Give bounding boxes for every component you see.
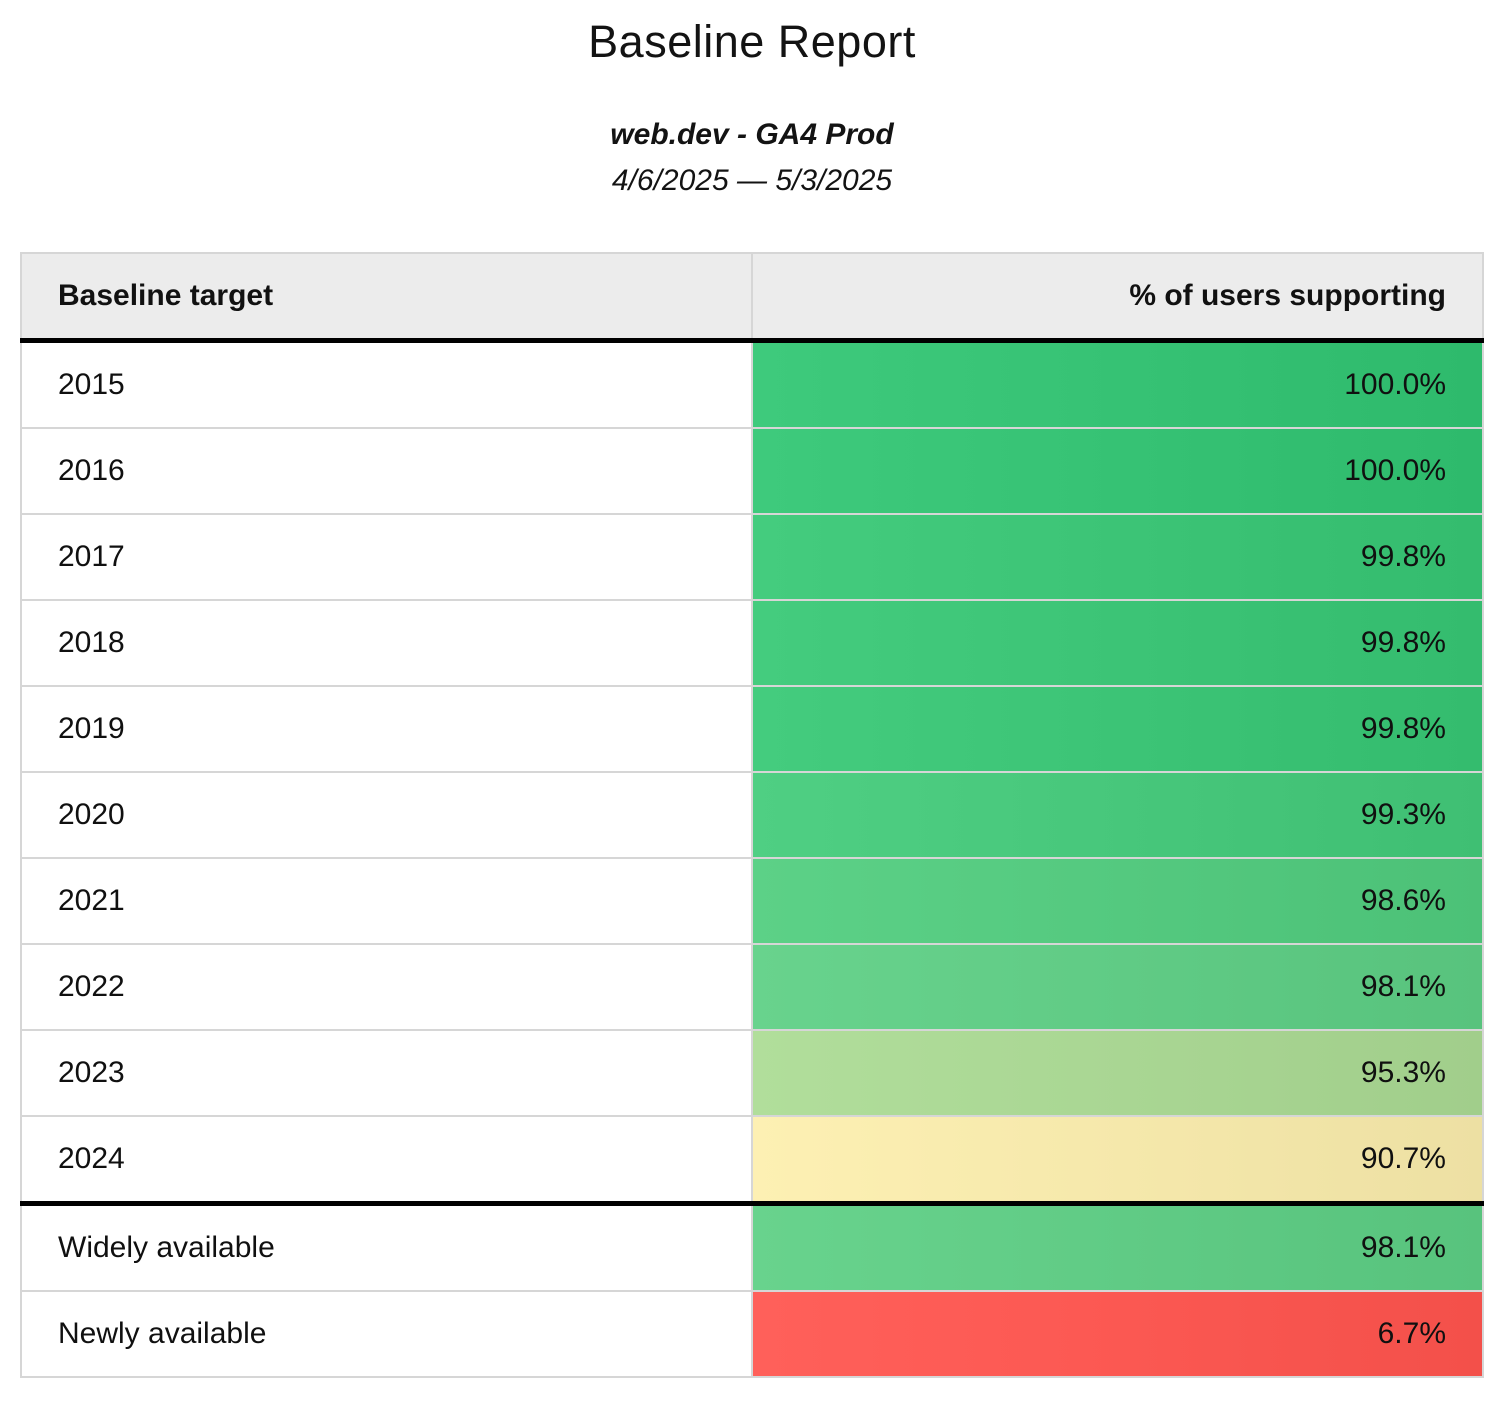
report-date-range: 4/6/2025 — 5/3/2025 bbox=[611, 164, 893, 197]
table-row: 2021 98.6% bbox=[20, 857, 1484, 945]
baseline-target-cell: Widely available bbox=[20, 1201, 753, 1292]
percent-supporting-cell: 98.6% bbox=[751, 857, 1484, 945]
report-property-subtitle: web.dev - GA4 Prod bbox=[610, 118, 894, 151]
baseline-target-cell: 2019 bbox=[20, 685, 753, 773]
baseline-target-cell: 2017 bbox=[20, 513, 753, 601]
table-row: 2015 100.0% bbox=[20, 339, 1484, 429]
percent-supporting-cell: 99.8% bbox=[751, 685, 1484, 773]
baseline-target-cell: 2022 bbox=[20, 943, 753, 1031]
percent-supporting-cell: 99.3% bbox=[751, 771, 1484, 859]
baseline-target-cell: 2021 bbox=[20, 857, 753, 945]
table-row: 2018 99.8% bbox=[20, 599, 1484, 687]
baseline-target-cell: Newly available bbox=[20, 1290, 753, 1378]
column-header-baseline-target: Baseline target bbox=[20, 252, 753, 343]
table-row: Widely available 98.1% bbox=[20, 1201, 1484, 1292]
table-header-row: Baseline target % of users supporting bbox=[20, 252, 1484, 343]
table-row: 2024 90.7% bbox=[20, 1115, 1484, 1205]
percent-supporting-cell: 100.0% bbox=[751, 427, 1484, 515]
table-row: 2017 99.8% bbox=[20, 513, 1484, 601]
baseline-target-cell: 2020 bbox=[20, 771, 753, 859]
table-header: Baseline target % of users supporting bbox=[20, 252, 1484, 343]
percent-supporting-cell: 90.7% bbox=[751, 1115, 1484, 1205]
baseline-target-cell: 2015 bbox=[20, 339, 753, 429]
percent-supporting-cell: 100.0% bbox=[751, 339, 1484, 429]
percent-supporting-cell: 6.7% bbox=[751, 1290, 1484, 1378]
table-row: 2019 99.8% bbox=[20, 685, 1484, 773]
percent-supporting-cell: 98.1% bbox=[751, 943, 1484, 1031]
percent-supporting-cell: 99.8% bbox=[751, 599, 1484, 687]
table-row: 2023 95.3% bbox=[20, 1029, 1484, 1117]
page-title: Baseline Report bbox=[588, 16, 916, 67]
table-row: 2016 100.0% bbox=[20, 427, 1484, 515]
column-header-percent-supporting: % of users supporting bbox=[751, 252, 1484, 343]
baseline-target-cell: 2016 bbox=[20, 427, 753, 515]
baseline-target-cell: 2024 bbox=[20, 1115, 753, 1205]
baseline-target-cell: 2023 bbox=[20, 1029, 753, 1117]
report-table-body: 2015 100.0% 2016 100.0% 2017 99.8% 2018 99.8% 20… bbox=[20, 339, 1484, 1378]
percent-supporting-cell: 98.1% bbox=[751, 1201, 1484, 1292]
percent-supporting-cell: 99.8% bbox=[751, 513, 1484, 601]
baseline-target-cell: 2018 bbox=[20, 599, 753, 687]
percent-supporting-cell: 95.3% bbox=[751, 1029, 1484, 1117]
table-row: 2022 98.1% bbox=[20, 943, 1484, 1031]
table-row: 2020 99.3% bbox=[20, 771, 1484, 859]
table-row: Newly available 6.7% bbox=[20, 1290, 1484, 1378]
baseline-report-table: Baseline target % of users supporting 20… bbox=[20, 252, 1484, 1378]
